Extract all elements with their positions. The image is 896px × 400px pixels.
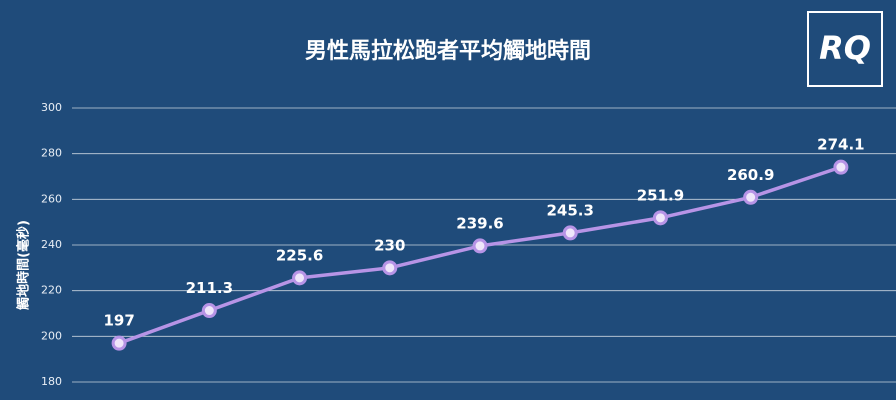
- data-point: [292, 270, 308, 286]
- logo: RQ: [819, 29, 871, 67]
- y-axis-label: 觸地時間(毫秒): [16, 220, 32, 310]
- data-point: [562, 225, 578, 241]
- chart-title: 男性馬拉松跑者平均觸地時間: [305, 38, 591, 64]
- data-point: [652, 210, 668, 226]
- data-label: 197: [103, 312, 134, 330]
- data-point: [111, 335, 127, 351]
- y-tick-label: 240: [41, 238, 62, 251]
- data-label: 274.1: [817, 136, 864, 154]
- data-point: [201, 303, 217, 319]
- data-label: 225.6: [276, 246, 323, 264]
- data-label: 245.3: [546, 201, 593, 219]
- y-tick-label: 260: [41, 192, 62, 205]
- data-label: 211.3: [186, 279, 233, 297]
- data-point: [833, 159, 849, 175]
- data-point: [743, 189, 759, 205]
- data-label: 239.6: [456, 214, 503, 232]
- y-tick-label: 300: [41, 101, 62, 114]
- data-point: [382, 260, 398, 276]
- data-label: 251.9: [637, 186, 684, 204]
- y-tick-label: 220: [41, 284, 62, 297]
- data-label: 230: [374, 236, 405, 254]
- logo-box: [807, 11, 883, 87]
- data-label: 260.9: [727, 166, 774, 184]
- y-tick-label: 180: [41, 375, 62, 388]
- y-tick-label: 280: [41, 147, 62, 160]
- y-tick-label: 200: [41, 329, 62, 342]
- data-point: [472, 238, 488, 254]
